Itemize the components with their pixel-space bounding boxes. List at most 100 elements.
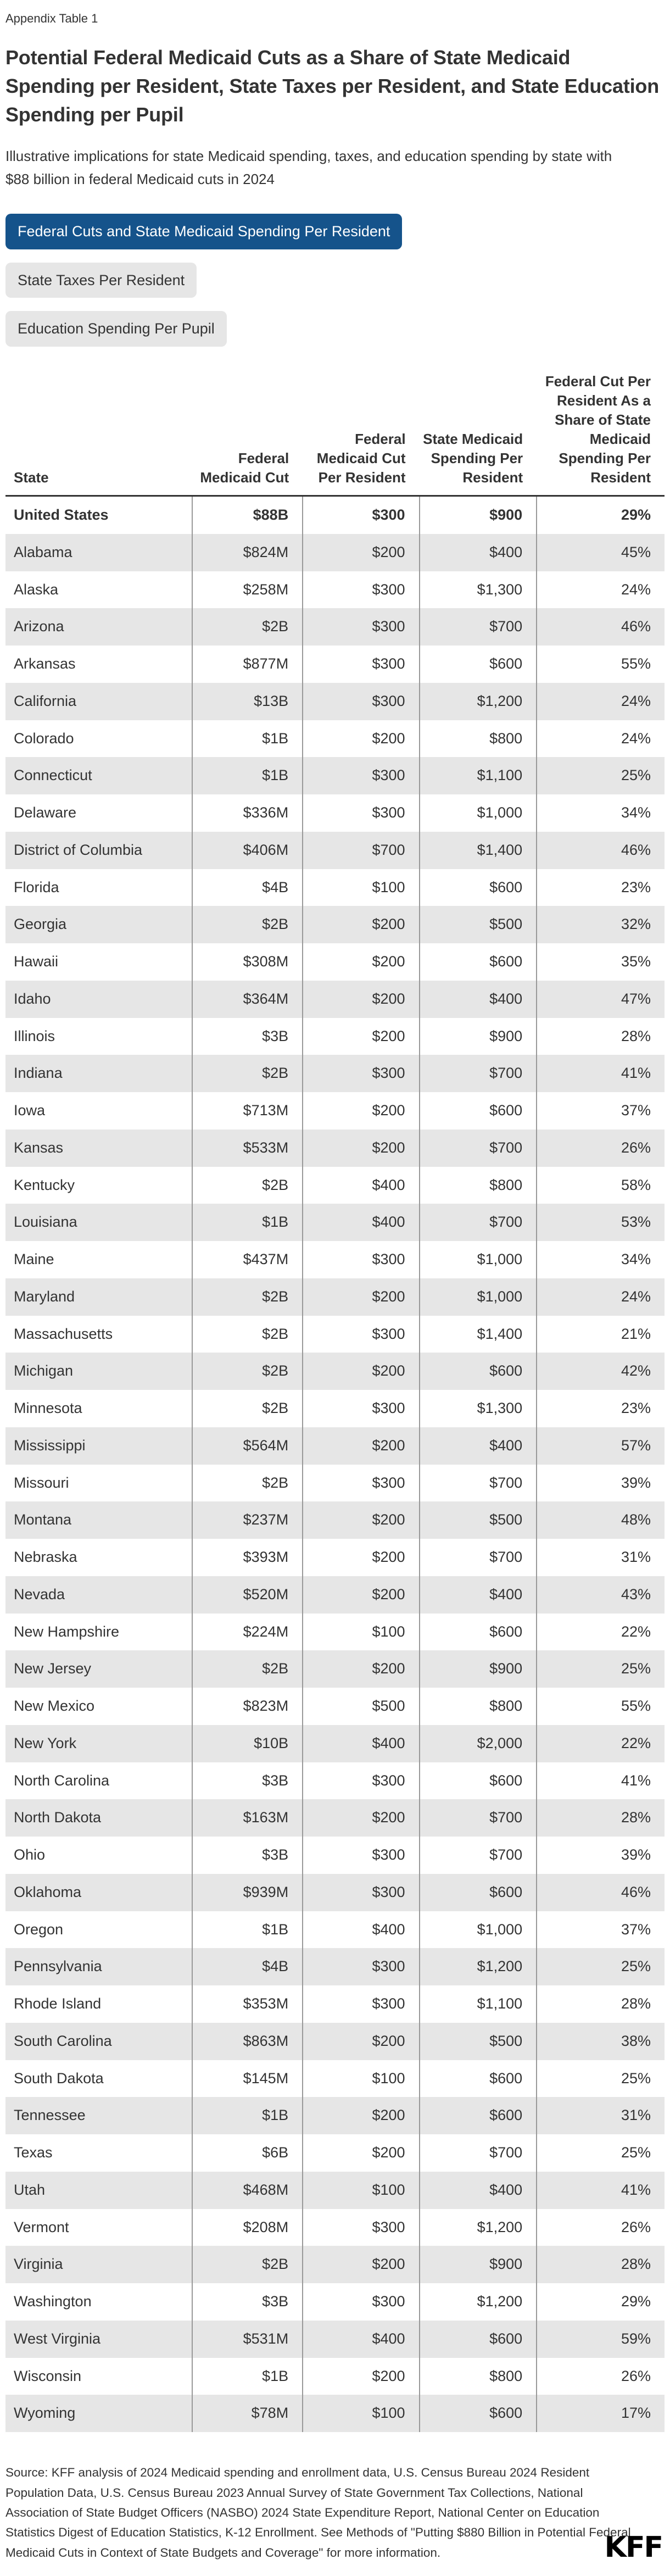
cell-value: $2B	[191, 906, 303, 944]
cell-value: 28%	[536, 2246, 665, 2284]
cell-value: $300	[302, 1315, 420, 1353]
table-row: Oklahoma $939M $300 $600 46%	[5, 1873, 665, 1911]
tab-list: Federal Cuts and State Medicaid Spending…	[5, 214, 665, 347]
table-row: Texas $6B $200 $700 25%	[5, 2134, 665, 2172]
cell-value: 28%	[536, 1799, 665, 1837]
cell-value: $2,000	[418, 1724, 537, 1762]
cell-state-name: Illinois	[14, 1027, 55, 1044]
cell-state-name: California	[5, 682, 192, 720]
table-row: Kentucky $2B $400 $800 58%	[5, 1166, 665, 1204]
cell-value: $224M	[191, 1613, 303, 1651]
cell-value: $700	[418, 608, 537, 646]
tab-federal-cuts-and-state-medicaid-spending[interactable]: Federal Cuts and State Medicaid Spending…	[5, 214, 403, 249]
cell-value: $406M	[191, 831, 303, 869]
cell-state-name: South Carolina	[5, 2022, 192, 2060]
table-row: Missouri $2B $300 $700 39%	[5, 1464, 665, 1502]
table-row: Delaware $336M $300 $1,000 34%	[5, 794, 665, 832]
table-row: Rhode Island $353M $300 $1,100 28%	[5, 1985, 665, 2023]
cell-value: 37%	[536, 1911, 665, 1949]
cell-value: $100	[302, 869, 420, 906]
cell-value: $700	[418, 1799, 537, 1837]
table-row: Illinois $3B $200 $900 28%	[5, 1017, 665, 1055]
cell-state-name: Wyoming	[5, 2395, 192, 2433]
cell-value: $3B	[191, 1837, 303, 1874]
cell-value: $1B	[191, 2357, 303, 2395]
appendix-table-label: Appendix Table 1	[5, 12, 98, 25]
table-row: Hawaii $308M $200 $600 35%	[5, 943, 665, 981]
cell-state-name: Washington	[14, 2293, 92, 2310]
cell-value: $700	[418, 1837, 537, 1874]
column-header-state: State	[5, 371, 192, 497]
cell-value: $400	[302, 1204, 420, 1242]
table-row: Georgia $2B $200 $500 32%	[5, 906, 665, 944]
cell-value: $200	[302, 1353, 420, 1390]
cell-value: $300	[302, 1055, 420, 1093]
cell-value: $200	[302, 1539, 420, 1576]
cell-value: 39%	[536, 1837, 665, 1874]
cell-state-name: Iowa	[14, 1102, 46, 1119]
cell-state-name: Florida	[14, 878, 59, 895]
cell-state-name: Nebraska	[14, 1549, 77, 1566]
cell-value: $400	[418, 2171, 537, 2209]
table-row: Florida $4B $100 $600 23%	[5, 869, 665, 906]
cell-value: $4B	[191, 1948, 303, 1986]
cell-value: $208M	[191, 2208, 303, 2246]
cell-value: $200	[302, 720, 420, 758]
cell-value: $300	[302, 1241, 420, 1278]
cell-value: $1,200	[418, 2283, 537, 2321]
table-row: Vermont $208M $300 $1,200 26%	[5, 2208, 665, 2246]
cell-value: $900	[418, 1650, 537, 1688]
cell-value: $308M	[191, 943, 303, 981]
cell-value: $200	[302, 943, 420, 981]
cell-state-name: New Jersey	[5, 1650, 192, 1688]
cell-value: $200	[302, 2246, 420, 2284]
cell-value: $900	[418, 496, 537, 534]
cell-value: $200	[302, 1650, 420, 1688]
table-row: Wyoming $78M $100 $600 17%	[5, 2395, 665, 2433]
table-row: Alabama $824M $200 $400 45%	[5, 533, 665, 571]
cell-value: $2B	[191, 1353, 303, 1390]
cell-value: 55%	[536, 1688, 665, 1725]
table-row: Colorado $1B $200 $800 24%	[5, 720, 665, 758]
table-row: New Jersey $2B $200 $900 25%	[5, 1650, 665, 1688]
table-row: Minnesota $2B $300 $1,300 23%	[5, 1390, 665, 1427]
cell-value: $200	[302, 980, 420, 1018]
tab-state-taxes-per-resident[interactable]: State Taxes Per Resident	[5, 262, 197, 298]
cell-value: $300	[302, 1948, 420, 1986]
cell-value: $1,000	[418, 1241, 537, 1278]
cell-value: 23%	[536, 1390, 665, 1427]
cell-value: $100	[302, 1613, 420, 1651]
cell-value: 42%	[536, 1353, 665, 1390]
cell-value: $258M	[191, 571, 303, 609]
cell-state-name: Michigan	[5, 1353, 192, 1390]
cell-value: 25%	[536, 757, 665, 795]
cell-value: $1,300	[418, 1390, 537, 1427]
cell-state-name: Arizona	[5, 608, 192, 646]
cell-value: $400	[418, 1427, 537, 1465]
cell-value: 21%	[536, 1315, 665, 1353]
cell-value: 43%	[536, 1576, 665, 1614]
cell-value: 26%	[536, 2357, 665, 2395]
column-header-federal-medicaid-cut-per-resident: Federal Medicaid Cut Per Resident	[303, 371, 420, 497]
table-row: South Dakota $145M $100 $600 25%	[5, 2060, 665, 2097]
cell-value: 53%	[536, 1204, 665, 1242]
cell-value: $531M	[191, 2320, 303, 2358]
page-subtitle: Illustrative implications for state Medi…	[5, 148, 612, 188]
cell-value: 31%	[536, 2097, 665, 2135]
cell-state-name: Louisiana	[5, 1204, 192, 1242]
tab-education-spending-per-pupil[interactable]: Education Spending Per Pupil	[5, 311, 227, 347]
cell-value: $500	[302, 1688, 420, 1725]
cell-value: $200	[302, 2357, 420, 2395]
cell-value: 39%	[536, 1464, 665, 1502]
cell-value: $145M	[191, 2060, 303, 2097]
table-row: Pennsylvania $4B $300 $1,200 25%	[5, 1948, 665, 1986]
cell-state-name: United States	[14, 507, 109, 524]
cell-value: $200	[302, 2134, 420, 2172]
cell-value: $600	[418, 1353, 537, 1390]
cell-value: $300	[302, 757, 420, 795]
cell-value: 23%	[536, 869, 665, 906]
cell-value: $533M	[191, 1129, 303, 1167]
kff-logo: KFF	[604, 2531, 663, 2564]
cell-state-name: Maryland	[5, 1278, 192, 1316]
